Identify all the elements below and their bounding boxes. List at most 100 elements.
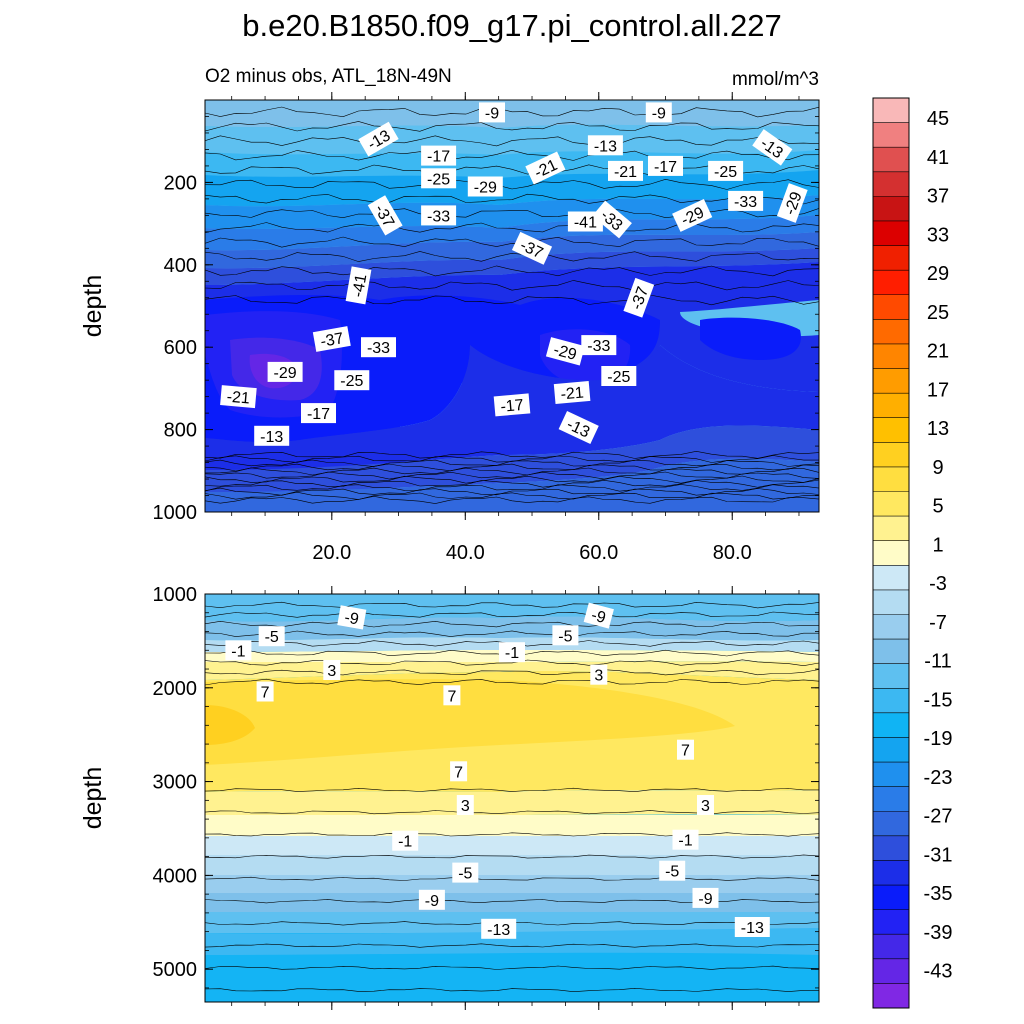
contour-label-text: -5 bbox=[558, 628, 572, 645]
y-tick-label: 3000 bbox=[153, 772, 198, 794]
colorbar-swatch bbox=[873, 909, 909, 935]
contour-label-text: -1 bbox=[398, 834, 412, 851]
colorbar-label: -43 bbox=[924, 961, 953, 983]
colorbar-swatch bbox=[873, 319, 909, 345]
contour-line bbox=[205, 222, 819, 234]
contour-label-text: -13 bbox=[487, 922, 510, 939]
contour-label-text: -9 bbox=[425, 893, 439, 910]
contour-label-text: -21 bbox=[560, 385, 585, 404]
colorbar-swatch bbox=[873, 294, 909, 320]
colorbar-swatch bbox=[873, 835, 909, 861]
contour-label: -21 bbox=[220, 385, 257, 409]
colorbar-label: 29 bbox=[927, 263, 949, 285]
contour-label-bg bbox=[450, 761, 468, 782]
contour-label-text: -17 bbox=[427, 149, 450, 166]
contour-label-text: -29 bbox=[552, 342, 579, 364]
contour-label-bg bbox=[583, 602, 614, 629]
contour-label: 7 bbox=[443, 685, 461, 706]
colorbar-swatch bbox=[873, 811, 909, 837]
contour-line bbox=[205, 149, 819, 161]
contour-label-text: -17 bbox=[654, 159, 677, 176]
contour-label: -25 bbox=[601, 366, 637, 386]
contour-line bbox=[205, 450, 819, 459]
colorbar-label: -15 bbox=[924, 689, 953, 711]
contour-label-bg bbox=[481, 918, 517, 939]
contour-line bbox=[205, 487, 819, 496]
contour-line bbox=[205, 669, 819, 676]
contour-label-text: -13 bbox=[260, 429, 283, 446]
contour-label-bg bbox=[545, 337, 585, 366]
contour-line bbox=[205, 455, 819, 463]
x-tick-label: 80.0 bbox=[713, 542, 752, 564]
contour-label: -13 bbox=[587, 135, 623, 156]
contour-label-text: -33 bbox=[734, 194, 757, 211]
contour-label-bg bbox=[312, 326, 351, 352]
contour-label-bg bbox=[697, 795, 714, 815]
contour-label-text: -41 bbox=[350, 273, 371, 299]
contour-label: -41 bbox=[567, 211, 603, 232]
contour-line bbox=[205, 135, 819, 147]
contour-label-bg bbox=[728, 190, 764, 211]
colorbar-swatch bbox=[873, 712, 909, 738]
colorbar-label: 25 bbox=[927, 302, 949, 324]
contour-line bbox=[205, 106, 819, 118]
contour-label-bg bbox=[587, 135, 623, 156]
contour-label: 7 bbox=[677, 739, 694, 760]
contour-label: -33 bbox=[421, 205, 457, 226]
colorbar-label: 41 bbox=[927, 147, 949, 169]
colorbar-swatch bbox=[873, 639, 909, 665]
contour-label: -17 bbox=[493, 393, 531, 417]
colorbar-swatch bbox=[873, 491, 909, 517]
contour-label: -25 bbox=[421, 168, 457, 189]
contour-line bbox=[205, 630, 819, 637]
contour-label: 7 bbox=[256, 681, 274, 702]
contour-label-bg bbox=[552, 625, 579, 646]
colorbar-label: -23 bbox=[924, 767, 953, 789]
contour-label: -17 bbox=[301, 403, 336, 424]
contour-label-bg bbox=[392, 830, 419, 851]
y-tick-label: 400 bbox=[164, 255, 197, 277]
colorbar-label: 13 bbox=[927, 418, 949, 440]
contour-label-bg bbox=[493, 393, 531, 417]
colorbar-swatch bbox=[873, 368, 909, 394]
y-axis-label: depth bbox=[79, 275, 107, 338]
contour-line bbox=[205, 987, 819, 993]
units-label: mmol/m^3 bbox=[732, 69, 819, 90]
contour-line bbox=[205, 611, 819, 618]
colorbar-swatch bbox=[873, 171, 909, 197]
colorbar-swatch bbox=[873, 245, 909, 271]
colorbar-label: -7 bbox=[929, 612, 947, 634]
contour-label-text: -9 bbox=[343, 609, 360, 628]
contour-label: -9 bbox=[479, 102, 505, 123]
y-tick-label: 600 bbox=[164, 337, 197, 359]
contour-line bbox=[205, 810, 819, 815]
contour-label: -33 bbox=[728, 190, 764, 211]
contour-label-bg bbox=[645, 102, 672, 123]
contour-label-bg bbox=[421, 145, 457, 166]
contour-line bbox=[205, 236, 819, 248]
contour-line bbox=[205, 294, 819, 306]
contour-label: 3 bbox=[697, 795, 714, 815]
contour-label-bg bbox=[301, 403, 336, 424]
x-tick-label: 60.0 bbox=[579, 542, 618, 564]
colorbar-label: 37 bbox=[927, 186, 949, 208]
colorbar-swatch bbox=[873, 614, 909, 640]
colorbar-swatch bbox=[873, 958, 909, 984]
contour-line bbox=[205, 943, 819, 948]
colorbar-label: 1 bbox=[932, 534, 943, 556]
contour-label-bg bbox=[258, 626, 285, 647]
contour-line bbox=[205, 479, 819, 488]
colorbar-swatch bbox=[873, 565, 909, 591]
contour-label-text: -1 bbox=[231, 643, 245, 660]
contour-label-text: -1 bbox=[678, 833, 692, 850]
contour-label: -9 bbox=[418, 889, 445, 910]
y-tick-label: 1000 bbox=[153, 584, 198, 606]
contour-label: -37 bbox=[312, 326, 351, 352]
colorbar: 45 41 37 33 29 25 21 17 13 9 5 1 -3 -7 -11 -15 -19 -23 -27… bbox=[872, 97, 953, 1009]
contour-label: 3 bbox=[456, 795, 474, 815]
contour-label: 7 bbox=[450, 761, 468, 782]
colorbar-label: -11 bbox=[924, 651, 951, 673]
contour-label-text: -25 bbox=[607, 369, 630, 386]
colorbar-label: -19 bbox=[924, 728, 953, 750]
